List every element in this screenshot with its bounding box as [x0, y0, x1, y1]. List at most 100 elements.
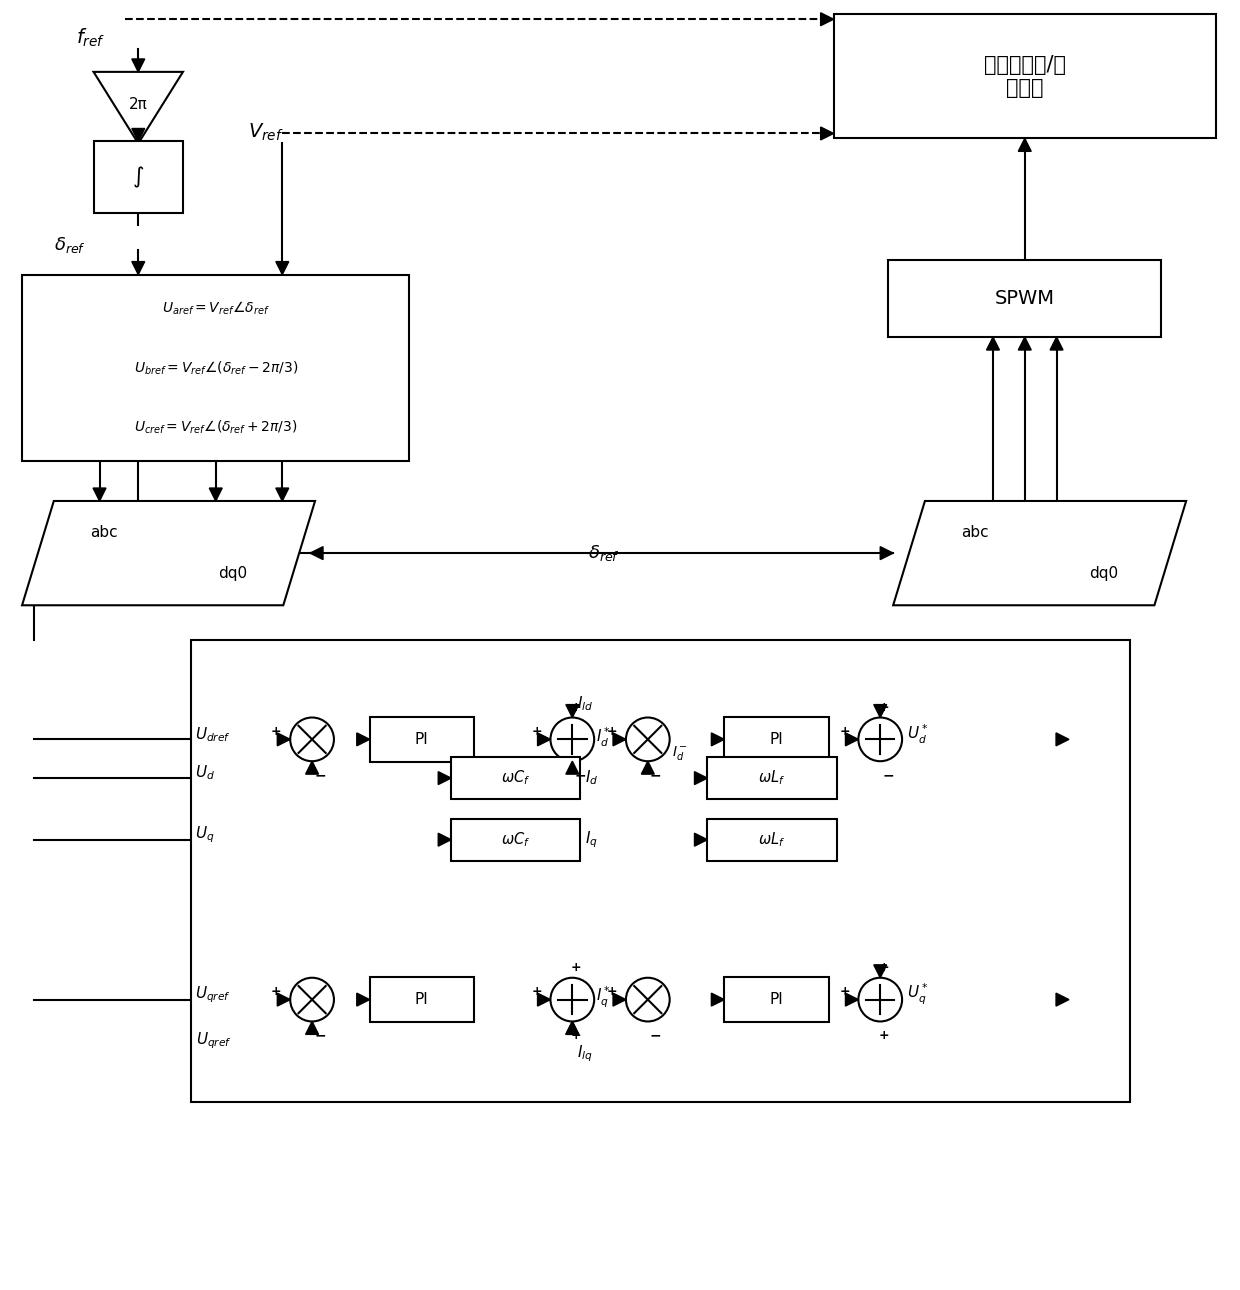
Polygon shape — [305, 761, 319, 774]
Bar — [888, 259, 1162, 337]
Polygon shape — [641, 761, 655, 774]
Text: +: + — [879, 961, 889, 974]
Polygon shape — [1018, 138, 1032, 151]
Polygon shape — [874, 965, 887, 978]
Text: $I_d$: $I_d$ — [585, 769, 599, 787]
Text: $\delta_{ref}$: $\delta_{ref}$ — [588, 543, 620, 564]
Text: +: + — [606, 986, 618, 998]
Polygon shape — [1056, 733, 1069, 746]
Text: $\omega L_f$: $\omega L_f$ — [759, 769, 786, 787]
Polygon shape — [613, 733, 626, 746]
Text: ∫: ∫ — [133, 166, 144, 188]
Text: 2π: 2π — [129, 97, 148, 111]
Text: +: + — [570, 1029, 582, 1042]
Polygon shape — [93, 488, 105, 501]
Polygon shape — [275, 262, 289, 275]
Polygon shape — [1050, 337, 1063, 350]
Text: 微电网电压/频
率基准: 微电网电压/频 率基准 — [983, 54, 1065, 98]
Text: +: + — [879, 700, 889, 715]
Polygon shape — [565, 704, 579, 717]
Text: +: + — [570, 961, 582, 974]
Polygon shape — [275, 488, 289, 501]
Polygon shape — [712, 993, 724, 1006]
Text: dq0: dq0 — [218, 566, 248, 582]
Polygon shape — [880, 547, 893, 560]
Polygon shape — [131, 262, 145, 275]
Polygon shape — [93, 72, 184, 143]
Bar — [707, 819, 837, 860]
Bar — [451, 819, 580, 860]
Polygon shape — [305, 1022, 319, 1035]
Text: $\delta_{ref}$: $\delta_{ref}$ — [53, 235, 86, 254]
Text: +: + — [879, 1029, 889, 1042]
Text: $I_{lq}$: $I_{lq}$ — [578, 1044, 593, 1064]
Polygon shape — [821, 126, 833, 139]
Text: PI: PI — [415, 731, 429, 747]
Text: +: + — [570, 700, 582, 715]
Text: −: − — [650, 768, 662, 782]
Bar — [93, 142, 184, 213]
Polygon shape — [538, 733, 551, 746]
Text: $U_d^*$: $U_d^*$ — [906, 722, 929, 746]
Polygon shape — [874, 704, 887, 717]
Text: $I_{ld}$: $I_{ld}$ — [578, 694, 594, 712]
Text: $I_d^*$: $I_d^*$ — [596, 726, 611, 749]
Polygon shape — [821, 13, 833, 26]
Polygon shape — [131, 59, 145, 72]
Bar — [191, 640, 1130, 1102]
Text: +: + — [839, 725, 849, 738]
Text: −: − — [574, 768, 587, 782]
Bar — [22, 275, 409, 462]
Polygon shape — [565, 1022, 579, 1035]
Text: $V_{ref}$: $V_{ref}$ — [248, 123, 284, 143]
Bar — [370, 977, 474, 1023]
Text: PI: PI — [770, 731, 784, 747]
Text: −: − — [650, 1028, 662, 1042]
Polygon shape — [846, 993, 858, 1006]
Circle shape — [626, 717, 670, 761]
Polygon shape — [357, 993, 370, 1006]
Polygon shape — [438, 833, 451, 846]
Text: $f_{ref}$: $f_{ref}$ — [76, 27, 105, 49]
Text: PI: PI — [770, 992, 784, 1007]
Text: $U_q$: $U_q$ — [195, 824, 215, 845]
Circle shape — [626, 978, 670, 1022]
Text: +: + — [272, 725, 281, 738]
Polygon shape — [22, 501, 315, 605]
Polygon shape — [538, 993, 551, 1006]
Text: $U_{bref}=V_{ref}\angle(\delta_{ref}-2\pi/3)$: $U_{bref}=V_{ref}\angle(\delta_{ref}-2\p… — [134, 359, 298, 377]
Polygon shape — [846, 733, 858, 746]
Text: +: + — [531, 725, 542, 738]
Text: +: + — [606, 725, 618, 738]
Bar — [370, 716, 474, 762]
Bar — [451, 757, 580, 799]
Text: $I_d^-$: $I_d^-$ — [672, 744, 688, 762]
Text: $U_{cref}=V_{ref}\angle(\delta_{ref}+2\pi/3)$: $U_{cref}=V_{ref}\angle(\delta_{ref}+2\p… — [134, 419, 298, 436]
Polygon shape — [893, 501, 1187, 605]
Text: $U_q^*$: $U_q^*$ — [906, 982, 929, 1007]
Bar — [724, 716, 828, 762]
Text: $I_q^*$: $I_q^*$ — [596, 986, 611, 1010]
Circle shape — [858, 717, 901, 761]
Text: $U_d$: $U_d$ — [195, 764, 215, 783]
Text: $U_{aref}=V_{ref}\angle\delta_{ref}$: $U_{aref}=V_{ref}\angle\delta_{ref}$ — [162, 299, 269, 317]
Circle shape — [290, 717, 334, 761]
Text: SPWM: SPWM — [994, 289, 1055, 308]
Text: $\omega L_f$: $\omega L_f$ — [759, 831, 786, 849]
Text: $U_{qref}$: $U_{qref}$ — [196, 1031, 232, 1051]
Text: $\omega C_f$: $\omega C_f$ — [501, 831, 531, 849]
Polygon shape — [694, 833, 707, 846]
Polygon shape — [438, 771, 451, 784]
Polygon shape — [357, 733, 370, 746]
Polygon shape — [565, 1022, 579, 1035]
Polygon shape — [694, 771, 707, 784]
Text: $U_{qref}$: $U_{qref}$ — [195, 984, 231, 1005]
Polygon shape — [210, 488, 222, 501]
Text: +: + — [839, 986, 849, 998]
Polygon shape — [278, 733, 290, 746]
Text: dq0: dq0 — [1090, 566, 1118, 582]
Circle shape — [551, 717, 594, 761]
Text: abc: abc — [91, 525, 118, 539]
Text: −: − — [314, 768, 326, 782]
Polygon shape — [613, 993, 626, 1006]
